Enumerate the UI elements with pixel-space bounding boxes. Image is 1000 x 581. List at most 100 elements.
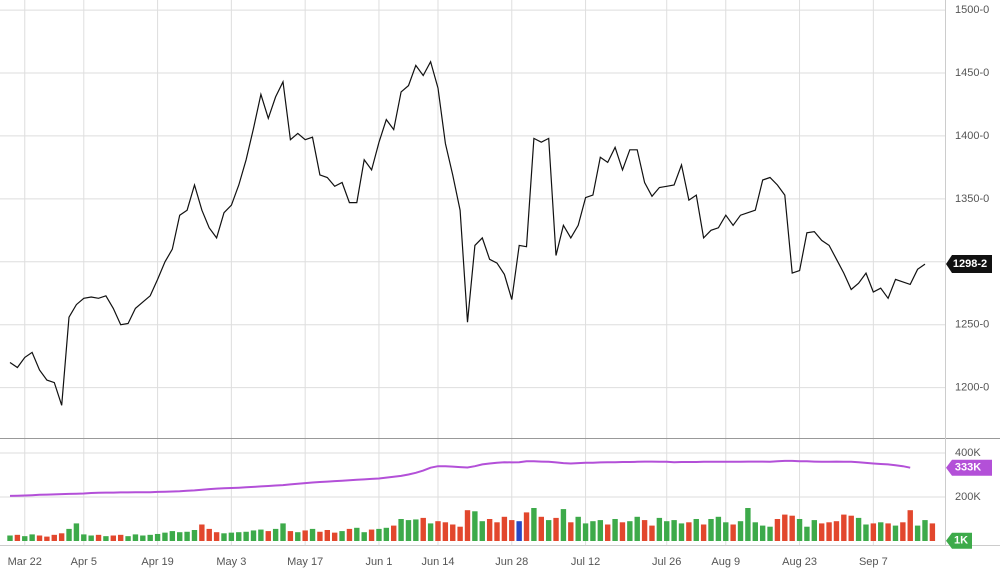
volume-bar [117, 534, 124, 541]
price-line [9, 60, 926, 406]
volume-bar [44, 536, 50, 541]
volume-bar [302, 530, 308, 541]
volume-bar [66, 528, 72, 541]
y-tick-label: 1350-0 [955, 193, 989, 205]
volume-bar [922, 520, 928, 541]
volume-bar [29, 534, 35, 541]
volume-bar [331, 532, 338, 541]
volume-bar [678, 523, 685, 541]
volume-bar [553, 517, 559, 541]
volume-bar [848, 515, 854, 541]
volume-bar [287, 531, 294, 541]
volume-bar [280, 523, 286, 541]
volume-bar [730, 524, 736, 541]
volume-bar [656, 517, 663, 541]
last-price-label: 1298-2 [953, 258, 987, 270]
volume-bar [51, 534, 57, 541]
y-tick-label: 1250-0 [955, 319, 989, 331]
ma-label: 333K [955, 462, 981, 474]
volume-bar [228, 532, 235, 541]
volume-bar [501, 516, 508, 541]
volume-bar [95, 534, 102, 541]
volume-bar [450, 524, 456, 541]
volume-bar [457, 526, 463, 541]
volume-bar [265, 531, 271, 541]
volume-bar [833, 521, 840, 541]
volume-bar [818, 523, 825, 541]
volume-bar [154, 533, 161, 541]
volume-bar [782, 514, 788, 541]
volume-bar [479, 521, 485, 541]
volume-bar [295, 532, 301, 541]
volume-bar [914, 525, 921, 541]
volume-bar [892, 525, 899, 541]
volume-bar [243, 531, 249, 541]
x-tick-label: Jun 14 [421, 556, 454, 568]
x-tick-label: Jun 1 [365, 556, 392, 568]
x-tick-label: Aug 23 [782, 556, 817, 568]
volume-bar [752, 522, 758, 541]
volume-bar [560, 509, 567, 541]
volume-bar [545, 520, 552, 541]
x-tick-label: Sep 7 [859, 556, 888, 568]
volume-bar [745, 507, 751, 541]
volume-bar [427, 523, 434, 541]
x-tick-label: Jul 26 [652, 556, 681, 568]
volume-bar [442, 522, 449, 541]
volume-bar [811, 520, 818, 541]
volume-bar [435, 521, 441, 541]
volume-bar [863, 524, 869, 541]
volume-bar [597, 520, 604, 541]
volume-bar [523, 512, 530, 541]
volume-bar [486, 518, 493, 541]
volume-bar [568, 522, 574, 541]
volume-bar [177, 532, 183, 541]
volume-bar [140, 535, 146, 541]
volume-bar [804, 526, 810, 541]
volume-bar [531, 507, 537, 541]
volume-bar [213, 532, 220, 541]
volume-bar [878, 522, 884, 541]
volume-bar [14, 534, 21, 541]
volume-bar [376, 528, 382, 541]
volume-bar [81, 534, 87, 541]
last-price-badge [946, 255, 992, 274]
volume-bar [221, 533, 227, 541]
y-tick-label: 400K [955, 447, 981, 459]
volume-bar [398, 518, 404, 541]
volume-bar [73, 523, 80, 541]
volume-badge [946, 532, 972, 549]
volume-bar [132, 534, 139, 541]
y-tick-label: 1400-0 [955, 130, 989, 142]
volume-bar [900, 522, 906, 541]
x-tick-label: Jul 12 [571, 556, 600, 568]
volume-bar [169, 531, 176, 541]
x-tick-label: May 17 [287, 556, 323, 568]
volume-bar [317, 531, 323, 541]
volume-bar [641, 520, 648, 541]
y-tick-label: 1200-0 [955, 382, 989, 394]
volume-bar [103, 536, 109, 541]
volume-bar [715, 516, 722, 541]
volume-bar [767, 526, 773, 541]
volume-bar [147, 534, 153, 541]
volume-bar [723, 522, 729, 541]
volume-bar [191, 529, 198, 541]
volume-bar [391, 525, 397, 541]
volume-bar [774, 518, 781, 541]
volume-bar [272, 528, 279, 541]
x-tick-label: Aug 9 [711, 556, 740, 568]
volume-bar [649, 525, 655, 541]
x-tick-label: May 3 [216, 556, 246, 568]
volume-bar [472, 511, 478, 541]
volume-bar [634, 516, 640, 541]
volume-bar [383, 527, 390, 541]
volume-bar [420, 517, 426, 541]
volume-bar [575, 516, 581, 541]
ma-badge [946, 459, 992, 476]
volume-bar [538, 516, 544, 541]
x-tick-label: Mar 22 [8, 556, 42, 568]
volume-bar [464, 510, 471, 541]
y-tick-label: 200K [955, 491, 981, 503]
